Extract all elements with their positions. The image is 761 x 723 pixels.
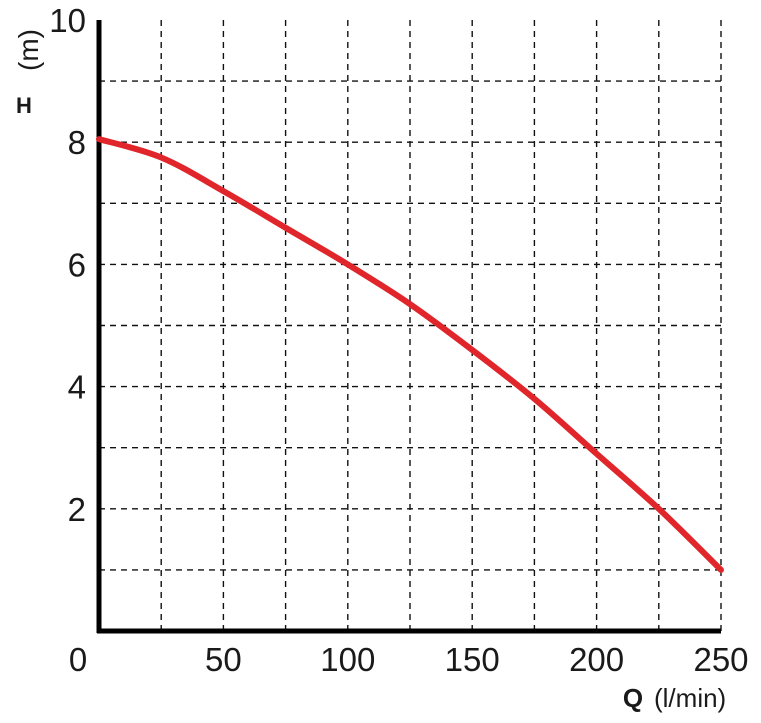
y-tick-label: 2: [68, 491, 86, 528]
y-tick-label: 6: [68, 246, 86, 283]
x-tick-label: 50: [205, 641, 242, 678]
x-tick-label: 0: [69, 641, 87, 678]
y-tick-label: 8: [68, 124, 86, 161]
y-tick-label: 4: [68, 369, 86, 406]
x-axis-unit: (l/min): [654, 683, 726, 713]
x-tick-label: 250: [693, 641, 748, 678]
y-axis-unit: (m): [13, 29, 44, 71]
series-line-head: [96, 136, 724, 573]
y-axis-symbol: H: [16, 93, 32, 118]
y-tick-label: 10: [49, 2, 86, 39]
x-tick-label: 100: [320, 641, 375, 678]
x-tick-label: 150: [445, 641, 500, 678]
y-tick-labels: 2 4 6 8 10: [49, 2, 86, 528]
axes: [96, 20, 721, 634]
x-axis-symbol: Q: [623, 683, 643, 713]
series-layer: [96, 136, 724, 573]
x-tick-label: 200: [569, 641, 624, 678]
grid: [99, 20, 722, 631]
x-tick-labels: 0 50 100 150 200 250: [69, 641, 749, 678]
